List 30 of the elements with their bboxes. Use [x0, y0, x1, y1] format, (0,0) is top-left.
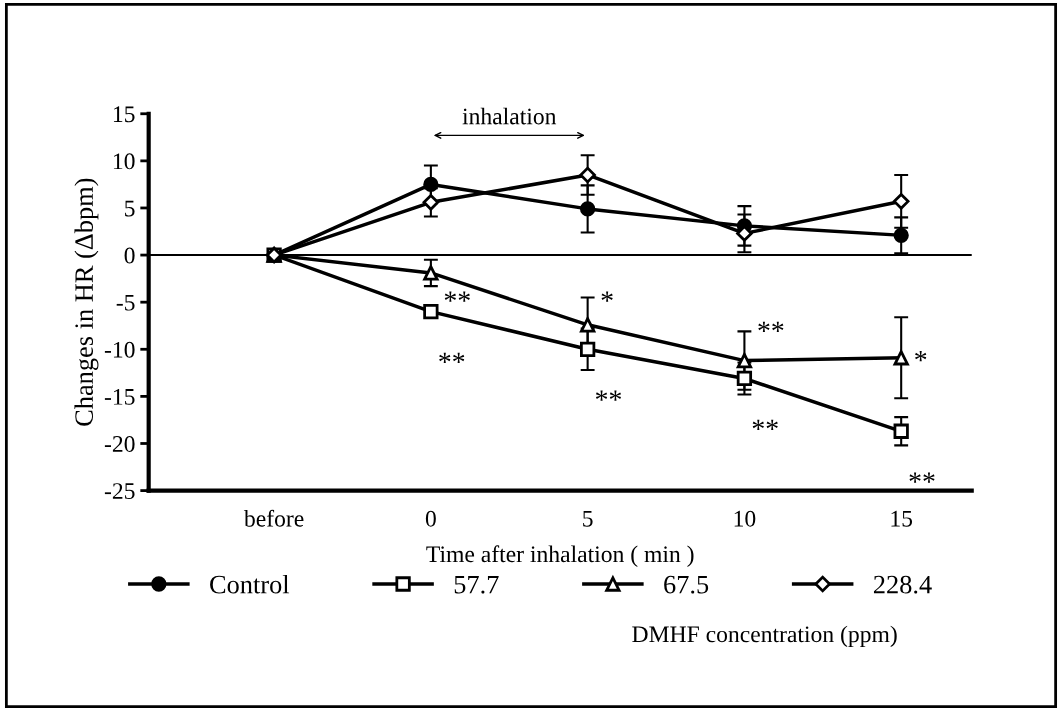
annotation: **: [909, 472, 935, 483]
legend-label: 228.4: [873, 575, 932, 594]
y-tick-label: -5: [116, 294, 135, 311]
annotation: **: [439, 352, 465, 364]
annotation: inhalation: [462, 107, 557, 125]
y-tick-label: -15: [104, 388, 135, 405]
y-tick-label: 5: [125, 200, 135, 217]
legend-label: 57.7: [454, 575, 499, 594]
x-tick-label: 15: [891, 510, 913, 527]
y-tick-label: -10: [104, 341, 135, 358]
y-tick-label: 0: [124, 247, 135, 264]
annotation: **: [758, 321, 784, 332]
y-tick-label: 15: [113, 106, 135, 123]
x-tick-label: 0: [425, 510, 436, 527]
x-axis-title: Time after inhalation ( min ): [426, 545, 694, 567]
x-tick-label: 5: [583, 510, 593, 527]
annotation: **: [444, 291, 470, 302]
annotation: *: [601, 291, 613, 302]
legend-label: 67.5: [664, 575, 709, 594]
annotation: *: [915, 350, 927, 362]
legend-label: Control: [210, 574, 290, 594]
annotation: **: [752, 419, 778, 430]
y-tick-label: -25: [104, 483, 135, 500]
x-tick-label: before: [243, 509, 304, 527]
y-tick-label: -20: [104, 435, 135, 452]
y-axis-title: Changes in HR (Δbpm): [74, 178, 99, 426]
legend-title: DMHF concentration (ppm): [632, 625, 897, 648]
y-tick-label: 10: [113, 153, 135, 170]
annotation: **: [595, 390, 622, 401]
x-tick-label: 10: [734, 510, 756, 527]
